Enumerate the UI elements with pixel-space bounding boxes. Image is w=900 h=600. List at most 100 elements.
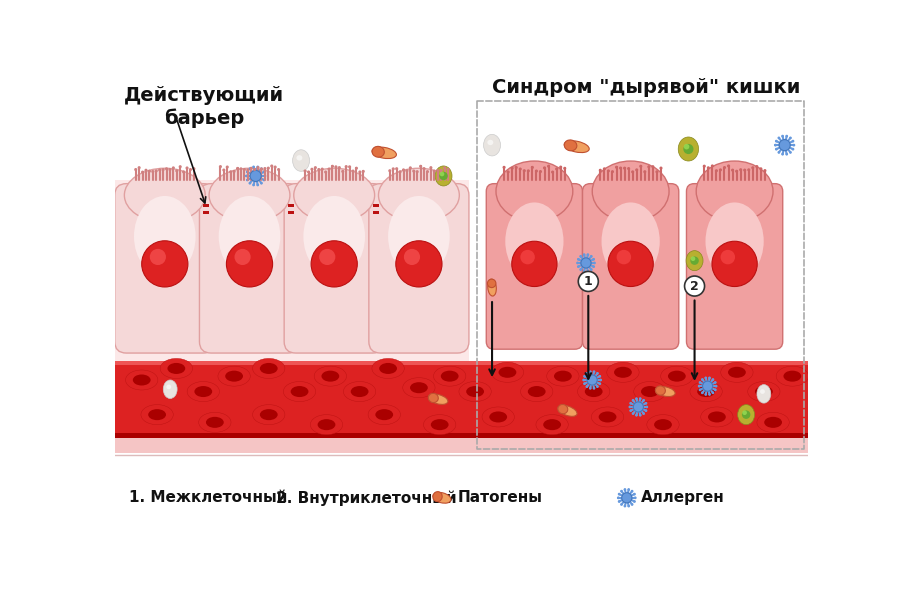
Circle shape	[563, 167, 566, 170]
Circle shape	[698, 388, 701, 391]
Circle shape	[715, 385, 717, 388]
Ellipse shape	[728, 367, 746, 378]
Circle shape	[596, 372, 599, 375]
Ellipse shape	[578, 382, 610, 401]
Bar	[115, 361, 808, 438]
Ellipse shape	[431, 419, 448, 430]
Circle shape	[620, 503, 623, 506]
Circle shape	[747, 169, 751, 172]
Text: Синдром "дырявой" кишки: Синдром "дырявой" кишки	[492, 78, 800, 97]
Circle shape	[138, 166, 140, 169]
Circle shape	[439, 169, 443, 172]
Ellipse shape	[134, 196, 195, 277]
Circle shape	[134, 168, 138, 171]
Circle shape	[328, 167, 330, 170]
Circle shape	[402, 169, 405, 172]
Ellipse shape	[206, 417, 224, 428]
Circle shape	[627, 167, 630, 170]
Ellipse shape	[585, 386, 603, 397]
Circle shape	[742, 410, 747, 415]
Circle shape	[158, 169, 161, 172]
Circle shape	[318, 168, 320, 171]
Bar	[115, 141, 808, 195]
Circle shape	[243, 168, 246, 171]
Bar	[115, 433, 808, 438]
Circle shape	[639, 165, 643, 168]
Circle shape	[683, 144, 694, 154]
Circle shape	[633, 493, 635, 496]
Ellipse shape	[755, 386, 773, 397]
Ellipse shape	[372, 146, 384, 157]
Circle shape	[314, 166, 317, 169]
Circle shape	[523, 169, 526, 172]
Circle shape	[168, 168, 172, 171]
Ellipse shape	[614, 367, 632, 378]
Circle shape	[760, 167, 762, 170]
Circle shape	[144, 169, 148, 172]
Circle shape	[607, 169, 610, 172]
Ellipse shape	[194, 386, 212, 397]
Circle shape	[586, 372, 589, 375]
Circle shape	[320, 167, 324, 170]
FancyBboxPatch shape	[284, 184, 384, 353]
Ellipse shape	[558, 405, 577, 416]
Circle shape	[404, 249, 420, 265]
Ellipse shape	[760, 389, 765, 394]
Circle shape	[644, 170, 646, 173]
Ellipse shape	[591, 407, 624, 427]
Circle shape	[141, 241, 188, 287]
Circle shape	[723, 166, 726, 169]
Circle shape	[631, 170, 634, 173]
Circle shape	[690, 256, 698, 265]
Circle shape	[580, 258, 591, 268]
Bar	[115, 361, 808, 365]
Ellipse shape	[124, 168, 205, 222]
Circle shape	[222, 169, 225, 172]
Circle shape	[715, 169, 718, 172]
FancyBboxPatch shape	[486, 184, 582, 349]
FancyBboxPatch shape	[687, 184, 783, 349]
Circle shape	[182, 170, 185, 173]
Ellipse shape	[163, 380, 177, 398]
Ellipse shape	[379, 363, 397, 374]
Circle shape	[515, 166, 518, 169]
Circle shape	[617, 493, 621, 496]
Circle shape	[690, 256, 696, 261]
Bar	[115, 438, 808, 453]
Circle shape	[763, 169, 767, 172]
Circle shape	[712, 241, 757, 287]
Ellipse shape	[435, 166, 452, 186]
Ellipse shape	[527, 386, 545, 397]
Circle shape	[576, 262, 579, 265]
Ellipse shape	[410, 382, 428, 393]
Circle shape	[727, 164, 730, 167]
Circle shape	[185, 166, 189, 170]
Ellipse shape	[544, 419, 561, 430]
Circle shape	[587, 253, 590, 256]
Circle shape	[634, 496, 636, 499]
Circle shape	[266, 167, 270, 170]
Ellipse shape	[125, 370, 158, 390]
Circle shape	[792, 148, 795, 151]
Circle shape	[535, 170, 538, 173]
Circle shape	[645, 406, 648, 409]
Ellipse shape	[490, 412, 507, 422]
Circle shape	[792, 140, 795, 143]
Circle shape	[277, 168, 280, 171]
Ellipse shape	[321, 371, 339, 382]
Circle shape	[698, 385, 700, 388]
Ellipse shape	[647, 415, 680, 434]
Circle shape	[246, 170, 248, 173]
Circle shape	[627, 505, 630, 508]
Ellipse shape	[303, 196, 365, 277]
Ellipse shape	[757, 385, 770, 403]
Ellipse shape	[253, 404, 285, 425]
Ellipse shape	[738, 404, 754, 425]
Circle shape	[510, 167, 514, 170]
Ellipse shape	[372, 147, 396, 158]
Circle shape	[644, 409, 647, 412]
Circle shape	[742, 410, 751, 419]
Circle shape	[583, 375, 586, 378]
Circle shape	[579, 271, 599, 292]
Circle shape	[409, 166, 412, 169]
